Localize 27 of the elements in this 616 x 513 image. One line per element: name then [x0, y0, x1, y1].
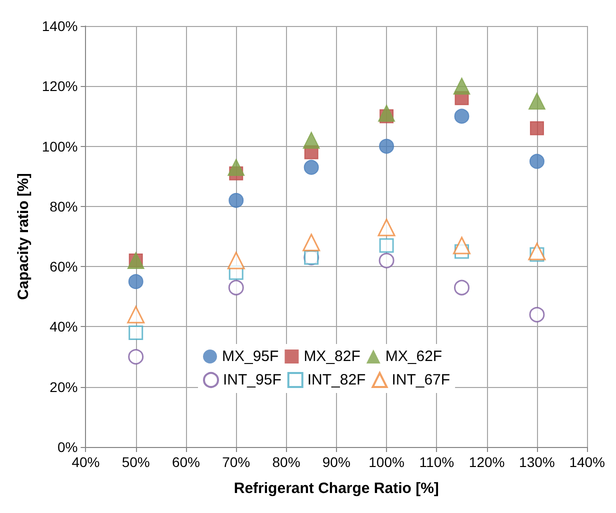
legend-label: MX_95F	[222, 348, 279, 365]
x-axis-title: Refrigerant Charge Ratio [%]	[234, 480, 439, 497]
x-tick-label: 140%	[569, 454, 606, 470]
y-tick-label: 80%	[50, 198, 78, 214]
x-tick-label: 110%	[419, 454, 454, 470]
y-axis-title: Capacity ratio [%]	[15, 173, 32, 300]
x-tick-label: 70%	[222, 454, 250, 470]
x-tick-label: 50%	[122, 454, 150, 470]
x-tick-label: 100%	[368, 454, 404, 470]
y-tick-label: 0%	[57, 439, 78, 455]
y-tick-label: 100%	[42, 138, 78, 154]
x-tick-label: 80%	[272, 454, 300, 470]
legend-label: INT_95F	[223, 372, 282, 388]
x-tick-label: 120%	[468, 454, 505, 470]
legend-label: INT_67F	[392, 372, 450, 388]
y-tick-label: 60%	[50, 258, 78, 275]
legend-label: INT_82F	[307, 372, 366, 388]
x-tick-label: 90%	[322, 454, 350, 470]
y-tick-label: 140%	[42, 18, 78, 34]
x-tick-label: 130%	[519, 454, 555, 470]
legend-label: MX_62F	[385, 348, 442, 365]
legend-label: MX_82F	[304, 348, 360, 365]
y-tick-label: 20%	[50, 378, 78, 395]
y-tick-label: 120%	[42, 78, 78, 94]
x-tick-label: 40%	[72, 454, 100, 470]
x-tick-label: 60%	[172, 454, 200, 470]
y-tick-label: 40%	[50, 318, 78, 335]
